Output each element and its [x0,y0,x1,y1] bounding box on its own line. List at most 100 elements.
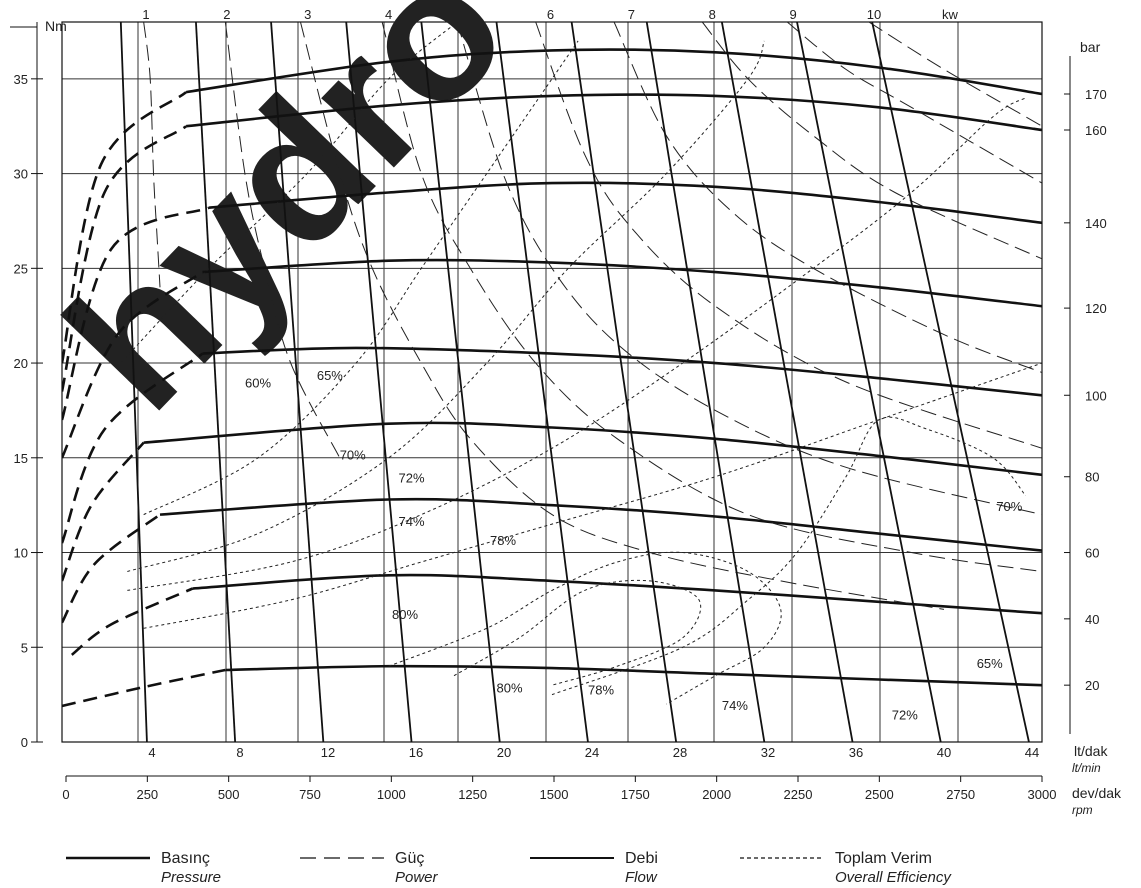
speed-tick-label: 1250 [458,787,487,802]
torque-tick-label: 30 [14,167,28,182]
power-tick-label: 4 [385,7,392,22]
pressure-tick-label: 40 [1085,612,1099,627]
flow-tick-label: 24 [585,745,599,760]
pressure-line-20-bar [225,664,1042,687]
power-tick-label: 7 [628,7,635,22]
efficiency-line-76-loop [551,416,1027,696]
speed-tick-label: 500 [218,787,240,802]
efficiency-label: 65% [977,656,1003,671]
pressure-line-dashed-120-bar [62,271,204,459]
legend-label: Güç [395,850,424,867]
flow-tick-label: 44 [1025,745,1039,760]
flow-tick-label: 32 [761,745,775,760]
flow-line-4-lt-dak [119,22,148,742]
pressure-tick-label: 20 [1085,678,1099,693]
power-tick-label: 8 [709,7,716,22]
efficiency-label: 72% [892,707,918,722]
power-line-4-kw [381,22,1042,572]
power-line-6-kw [535,22,1042,449]
flow-tick-label: 4 [148,745,155,760]
efficiency-label: 70% [996,499,1022,514]
flow-unit: lt/dak [1074,743,1108,759]
power-tick-label: 1 [142,7,149,22]
flow-line-36-lt-dak [720,22,854,742]
plot-frame [61,21,1043,743]
efficiency-label: 74% [722,698,748,713]
power-line-7-kw [613,22,1042,373]
flow-tick-label: 36 [849,745,863,760]
speed-tick-label: 2250 [784,787,813,802]
flow-tick-label: 8 [236,745,243,760]
legend-sublabel: Pressure [161,869,221,886]
speed-tick-label: 3000 [1028,787,1057,802]
pressure-line-160-bar [185,93,1042,132]
pressure-tick-label: 120 [1085,301,1107,316]
power-tick-label: 5 [466,7,473,22]
efficiency-line-72- [127,97,1026,591]
legend-label: Basınç [161,850,210,867]
legend-sublabel: Overall Efficiency [835,869,952,886]
power-unit: kw [942,7,959,22]
pressure-tick-label: 140 [1085,216,1107,231]
flow-tick-label: 28 [673,745,687,760]
power-tick-label: 9 [789,7,796,22]
torque-tick-label: 25 [14,261,28,276]
legend-sublabel: Power [395,869,439,886]
speed-tick-label: 1000 [377,787,406,802]
flow-line-16-lt-dak [345,22,413,742]
pressure-tick-label: 160 [1085,123,1107,138]
flow-tick-label: 20 [497,745,511,760]
pressure-line-60-bar [159,497,1042,552]
pressure-line-dashed-60-bar [62,513,161,624]
power-tick-label: 2 [223,7,230,22]
torque-tick-label: 35 [14,72,28,87]
power-line-10-kw [868,22,1042,127]
speed-tick-label: 0 [62,787,69,802]
flow-line-32-lt-dak [645,22,766,742]
efficiency-line-60- [120,22,458,364]
flow-line-12-lt-dak [270,22,325,742]
power-tick-label: 6 [547,7,554,22]
pressure-tick-label: 100 [1085,388,1107,403]
pressure-tick-label: 60 [1085,546,1099,561]
series-group [62,22,1042,742]
pressure-line-dashed-100-bar [62,352,204,544]
flow-tick-label: 12 [321,745,335,760]
flow-line-8-lt-dak [195,22,237,742]
legend-label: Debi [625,850,658,867]
speed-unit: dev/dak [1072,785,1122,801]
power-line-2-kw [224,22,341,459]
torque-tick-label: 15 [14,451,28,466]
efficiency-line-80-loop [453,579,702,686]
efficiency-label: 74% [399,514,425,529]
pressure-tick-label: 80 [1085,470,1099,485]
flow-line-20-lt-dak [420,22,501,742]
flow-tick-label: 16 [409,745,423,760]
speed-tick-label: 2750 [946,787,975,802]
efficiency-label: 78% [490,533,516,548]
torque-tick-label: 10 [14,546,28,561]
power-line-1-kw [143,22,161,288]
speed-tick-label: 250 [136,787,158,802]
speed-tick-label: 2000 [702,787,731,802]
pressure-line-100-bar [202,346,1042,397]
efficiency-label: 65% [317,368,343,383]
efficiency-label: 80% [392,607,418,622]
efficiency-line-70- [127,40,765,572]
speed-unit-sub: rpm [1072,803,1093,817]
pressure-unit: bar [1080,39,1101,55]
flow-unit-sub: lt/min [1072,761,1101,775]
power-line-5-kw [456,22,1042,516]
power-tick-label: 3 [304,7,311,22]
torque-tick-label: 0 [21,735,28,750]
flow-tick-label: 40 [937,745,951,760]
flow-line-44-lt-dak [871,22,1030,742]
efficiency-label: 78% [588,683,614,698]
efficiency-line-78-loop [388,551,782,705]
torque-tick-label: 5 [21,640,28,655]
flow-line-28-lt-dak [570,22,678,742]
pressure-line-dashed-40-bar [70,587,194,656]
flow-line-24-lt-dak [495,22,589,742]
pressure-line-170-bar [185,48,1042,96]
